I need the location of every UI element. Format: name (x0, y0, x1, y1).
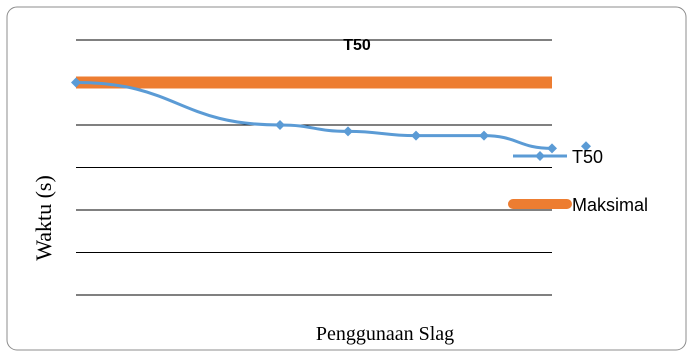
legend-marker-t50 (535, 151, 545, 161)
data-point-t50 (479, 130, 489, 141)
y-axis-label: Waktu (s) (31, 175, 56, 261)
data-point-t50 (581, 141, 591, 152)
data-point-t50 (275, 120, 285, 130)
x-axis-label: Penggunaan Slag (316, 323, 454, 345)
data-point-t50 (343, 126, 353, 137)
legend-label-t50: T50 (572, 147, 603, 167)
legend-item-t50: T50 (513, 147, 603, 167)
data-point-t50 (547, 143, 557, 154)
legend-item-maksimal: Maksimal (508, 195, 648, 215)
data-point-t50 (71, 77, 81, 88)
legend: T50 Maksimal (508, 147, 648, 215)
data-point-t50 (411, 130, 421, 141)
chart-border (6, 6, 687, 351)
series-layer (71, 76, 591, 154)
chart-title: T50 (343, 37, 371, 54)
legend-label-maksimal: Maksimal (572, 195, 648, 215)
